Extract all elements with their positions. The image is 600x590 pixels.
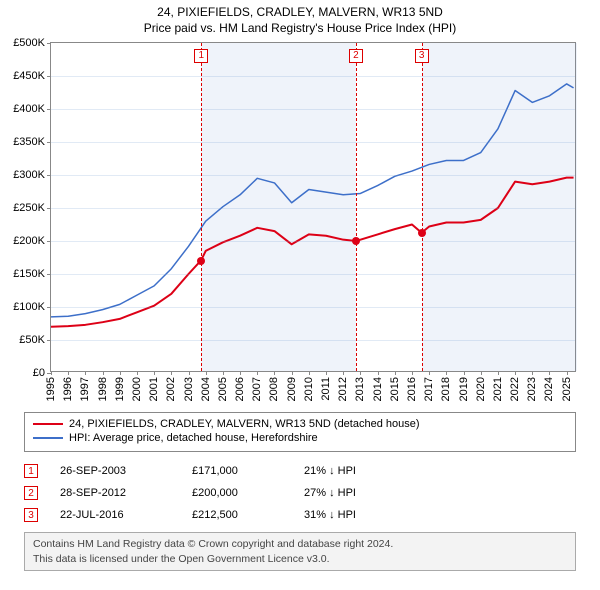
sale-price: £212,500 [192, 509, 282, 521]
x-axis-label: 1996 [62, 377, 74, 401]
y-axis-label: £300K [13, 169, 45, 181]
x-axis-label: 2018 [440, 377, 452, 401]
sale-diff-vs-hpi: 31% ↓ HPI [304, 509, 356, 521]
sale-marker-box: 1 [194, 49, 208, 63]
sale-dot [352, 237, 360, 245]
x-axis-label: 2023 [526, 377, 538, 401]
gridline-h [51, 76, 575, 77]
sale-index-box: 1 [24, 464, 38, 478]
sale-price: £171,000 [192, 465, 282, 477]
gridline-h [51, 175, 575, 176]
root: 24, PIXIEFIELDS, CRADLEY, MALVERN, WR13 … [0, 0, 600, 590]
gridline-h [51, 307, 575, 308]
chart-subtitle: Price paid vs. HM Land Registry's House … [0, 20, 600, 36]
sale-price: £200,000 [192, 487, 282, 499]
y-axis-label: £0 [33, 367, 45, 379]
x-axis-label: 2020 [475, 377, 487, 401]
sale-diff-vs-hpi: 27% ↓ HPI [304, 487, 356, 499]
y-axis-label: £250K [13, 202, 45, 214]
sale-vline [356, 43, 357, 371]
x-axis-label: 1999 [114, 377, 126, 401]
x-axis-label: 2005 [217, 377, 229, 401]
x-axis-label: 2017 [423, 377, 435, 401]
x-axis-label: 2010 [303, 377, 315, 401]
x-axis-label: 2007 [251, 377, 263, 401]
sale-dot [197, 257, 205, 265]
legend-row: HPI: Average price, detached house, Here… [33, 431, 567, 445]
x-axis-label: 2011 [320, 377, 332, 401]
x-axis-label: 2009 [286, 377, 298, 401]
address-title: 24, PIXIEFIELDS, CRADLEY, MALVERN, WR13 … [0, 4, 600, 20]
sales-table: 1 26-SEP-2003 £171,000 21% ↓ HPI 2 28-SEP-201… [24, 460, 576, 526]
x-axis-label: 2008 [268, 377, 280, 401]
x-axis-label: 2000 [131, 377, 143, 401]
sale-index-box: 2 [24, 486, 38, 500]
legend-swatch [33, 423, 63, 425]
y-axis-label: £200K [13, 235, 45, 247]
y-axis-label: £450K [13, 70, 45, 82]
x-axis-label: 2015 [389, 377, 401, 401]
gridline-h [51, 109, 575, 110]
x-axis-label: 2001 [148, 377, 160, 401]
x-axis-label: 2022 [509, 377, 521, 401]
sale-diff-vs-hpi: 21% ↓ HPI [304, 465, 356, 477]
y-axis-label: £100K [13, 301, 45, 313]
sale-row: 3 22-JUL-2016 £212,500 31% ↓ HPI [24, 504, 576, 526]
x-axis-label: 2016 [406, 377, 418, 401]
legend-swatch [33, 437, 63, 439]
x-axis-label: 1997 [79, 377, 91, 401]
y-axis-label: £150K [13, 268, 45, 280]
x-axis-label: 2004 [200, 377, 212, 401]
chart-area: £0£50K£100K£150K£200K£250K£300K£350K£400… [50, 42, 576, 372]
chart-titles: 24, PIXIEFIELDS, CRADLEY, MALVERN, WR13 … [0, 0, 600, 36]
sale-dot [418, 229, 426, 237]
x-axis-label: 2019 [458, 377, 470, 401]
x-axis-label: 1995 [45, 377, 57, 401]
y-axis-label: £500K [13, 37, 45, 49]
y-axis-label: £400K [13, 103, 45, 115]
series-line-hpi [51, 84, 574, 317]
plot-area: £0£50K£100K£150K£200K£250K£300K£350K£400… [50, 42, 576, 372]
y-axis-label: £50K [19, 334, 45, 346]
legend-label: HPI: Average price, detached house, Here… [69, 432, 318, 444]
x-axis-label: 2024 [543, 377, 555, 401]
gridline-h [51, 340, 575, 341]
x-axis-label: 2006 [234, 377, 246, 401]
sale-date: 28-SEP-2012 [60, 487, 170, 499]
sale-vline [201, 43, 202, 371]
sale-date: 26-SEP-2003 [60, 465, 170, 477]
y-axis-label: £350K [13, 136, 45, 148]
sale-marker-box: 3 [415, 49, 429, 63]
gridline-h [51, 142, 575, 143]
x-axis-label: 2003 [183, 377, 195, 401]
legend-row: 24, PIXIEFIELDS, CRADLEY, MALVERN, WR13 … [33, 417, 567, 431]
sale-row: 2 28-SEP-2012 £200,000 27% ↓ HPI [24, 482, 576, 504]
x-axis-label: 2002 [165, 377, 177, 401]
sale-index-box: 3 [24, 508, 38, 522]
legend-box: 24, PIXIEFIELDS, CRADLEY, MALVERN, WR13 … [24, 412, 576, 452]
fineprint-box: Contains HM Land Registry data © Crown c… [24, 532, 576, 570]
fineprint-line-1: Contains HM Land Registry data © Crown c… [33, 537, 567, 551]
x-axis-label: 2021 [492, 377, 504, 401]
sale-marker-box: 2 [349, 49, 363, 63]
x-axis-label: 2014 [372, 377, 384, 401]
sale-vline [422, 43, 423, 371]
x-axis-label: 2025 [561, 377, 573, 401]
sale-date: 22-JUL-2016 [60, 509, 170, 521]
fineprint-line-2: This data is licensed under the Open Gov… [33, 552, 567, 566]
x-axis-label: 1998 [97, 377, 109, 401]
series-line-property [51, 178, 574, 327]
gridline-h [51, 274, 575, 275]
x-axis-label: 2012 [337, 377, 349, 401]
x-axis-label: 2013 [354, 377, 366, 401]
sale-row: 1 26-SEP-2003 £171,000 21% ↓ HPI [24, 460, 576, 482]
legend-label: 24, PIXIEFIELDS, CRADLEY, MALVERN, WR13 … [69, 418, 420, 430]
gridline-h [51, 241, 575, 242]
gridline-h [51, 208, 575, 209]
